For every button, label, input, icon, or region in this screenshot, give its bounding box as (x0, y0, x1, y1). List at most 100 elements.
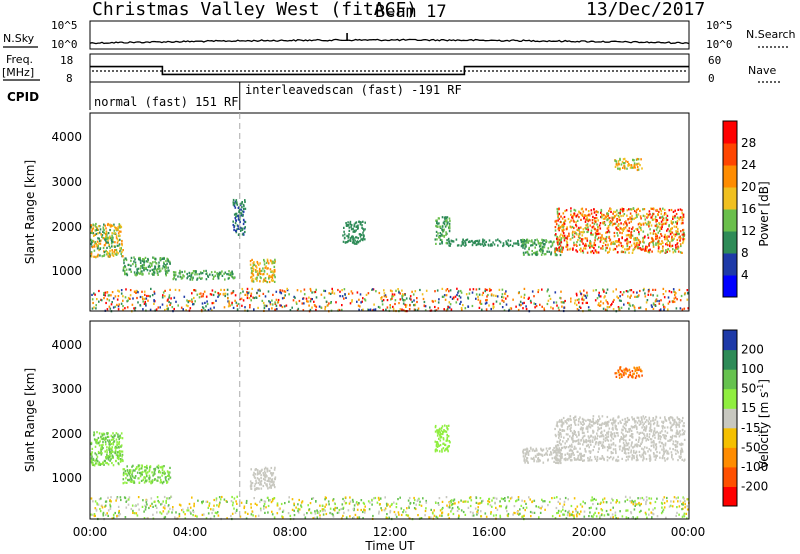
velocity-cell (116, 443, 118, 446)
power-cell (111, 253, 114, 256)
power-cell (445, 289, 447, 292)
power-cell (660, 233, 662, 236)
velocity-cell (121, 453, 124, 456)
power-cell (233, 204, 236, 208)
power-cell (636, 168, 639, 172)
velocity-cell (93, 431, 95, 434)
velocity-cell (352, 500, 354, 503)
power-cell (586, 223, 589, 226)
power-cell (675, 246, 677, 249)
velocity-cell (263, 505, 265, 508)
velocity-cell (123, 496, 126, 499)
power-cell (437, 301, 440, 304)
date-label: 13/Dec/2017 (586, 0, 705, 20)
velocity-cell (205, 500, 208, 503)
velocity-cell (593, 497, 595, 501)
power-cell (206, 302, 209, 306)
power-cell (675, 307, 678, 310)
velocity-cell (141, 473, 143, 476)
power-cell (476, 239, 479, 242)
power-cell (464, 240, 466, 243)
power-cell (645, 246, 648, 249)
power-cell (111, 301, 113, 304)
power-cell (116, 250, 118, 253)
power-cell (578, 236, 581, 240)
velocity-cell (646, 434, 648, 438)
power-cell (100, 233, 102, 236)
power-cell (642, 238, 645, 241)
power-cell (373, 308, 375, 311)
power-cell (681, 209, 683, 212)
velocity-cell (606, 513, 609, 516)
power-cell (153, 302, 155, 305)
velocity-cell (499, 515, 502, 519)
power-cell (371, 288, 373, 291)
power-cell (448, 224, 451, 228)
velocity-cell (252, 514, 254, 517)
power-cell (568, 234, 570, 237)
power-cell (639, 289, 641, 293)
velocity-cell (670, 438, 673, 441)
power-cell (362, 227, 364, 230)
power-cell (576, 241, 578, 244)
power-cell (105, 249, 107, 252)
velocity-cell (95, 459, 97, 462)
power-cell (263, 258, 265, 262)
power-cell (152, 256, 155, 259)
velocity-cell (104, 436, 107, 439)
power-cell (269, 259, 272, 262)
power-cell (621, 250, 623, 253)
power-cell (233, 202, 235, 205)
velocity-cell (472, 514, 475, 517)
power-cell (657, 244, 660, 247)
power-cell (240, 208, 242, 211)
velocity-cell (263, 470, 266, 473)
velocity-cell (106, 446, 108, 449)
velocity-cell (664, 430, 667, 433)
velocity-cell (480, 510, 482, 513)
power-cell (167, 259, 169, 262)
nave-tick-bottom: 0 (708, 72, 715, 85)
power-cell (123, 262, 125, 265)
power-cell (616, 228, 618, 231)
power-cell (438, 222, 440, 225)
power-cell (469, 240, 471, 243)
power-cell (570, 226, 573, 229)
power-cell (198, 276, 201, 279)
power-cell (679, 208, 682, 211)
power-cell (138, 258, 140, 261)
power-cell (596, 210, 599, 214)
velocity-cell (306, 512, 308, 515)
power-cell (620, 299, 622, 302)
power-cell (606, 305, 609, 309)
power-cell (212, 293, 215, 297)
power-cell (455, 301, 458, 304)
velocity-cell (556, 461, 558, 464)
power-cell (356, 300, 358, 303)
velocity-cell (150, 480, 152, 483)
power-cell (563, 228, 565, 231)
power-cell (283, 296, 285, 299)
power-cell (632, 166, 635, 169)
power-cell (298, 299, 301, 303)
noise-right-tick-top: 10^5 (706, 19, 733, 32)
power-cell (211, 274, 214, 277)
power-cell (530, 244, 532, 247)
velocity-cell (669, 435, 672, 439)
power-cell (672, 215, 674, 218)
velocity-cell (364, 505, 366, 508)
power-cell (97, 244, 99, 247)
power-cell (350, 226, 352, 229)
power-cell (627, 301, 629, 305)
power-cell (602, 237, 605, 240)
velocity-cell (354, 513, 357, 516)
velocity-cell (129, 480, 132, 483)
power-cell (102, 246, 105, 250)
velocity-cell (438, 497, 441, 500)
power-cell (667, 296, 670, 299)
power-cell (98, 242, 100, 245)
velocity-cell (414, 507, 417, 511)
velocity-cell (574, 422, 576, 425)
power-cell (255, 266, 258, 269)
power-cell (594, 239, 596, 242)
